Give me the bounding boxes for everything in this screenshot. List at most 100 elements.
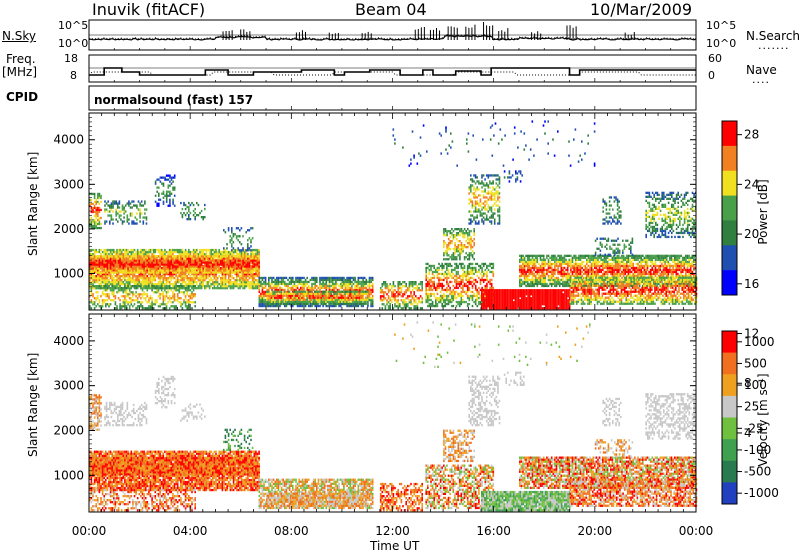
heatmap-cell — [242, 287, 244, 290]
heatmap-cell — [134, 204, 137, 207]
heatmap-cell — [103, 283, 105, 286]
heatmap-cell — [159, 271, 161, 274]
heatmap-cell — [160, 293, 163, 296]
heatmap-cell — [310, 298, 313, 301]
heatmap-cell — [204, 265, 206, 268]
heatmap-cell — [183, 259, 185, 262]
heatmap-cell — [119, 307, 121, 310]
heatmap-cell — [248, 265, 251, 268]
heatmap-cell — [226, 257, 228, 260]
heatmap-cell — [176, 287, 179, 290]
heatmap-cell — [255, 261, 257, 264]
heatmap-cell — [311, 304, 313, 308]
heatmap-cell — [208, 281, 211, 284]
heatmap-cell — [341, 286, 344, 290]
heatmap-cell — [184, 271, 187, 274]
heatmap-cell — [228, 281, 230, 284]
heatmap-cell — [181, 255, 184, 258]
heatmap-cell — [428, 282, 431, 286]
heatmap-cell — [100, 222, 102, 226]
heatmap-cell — [425, 286, 427, 290]
heatmap-cell — [105, 261, 107, 264]
heatmap-cell — [170, 255, 173, 258]
heatmap-cell — [290, 294, 292, 297]
heatmap-cell — [242, 235, 244, 238]
heatmap-cell — [239, 271, 241, 274]
heatmap-cell — [242, 253, 244, 256]
heatmap-cell — [125, 291, 128, 294]
heatmap-cell — [108, 279, 110, 282]
heatmap-cell — [98, 287, 101, 290]
heatmap-cell — [306, 300, 308, 303]
heatmap-cell — [128, 301, 131, 304]
heatmap-cell — [100, 208, 102, 212]
heatmap-cell — [173, 267, 176, 270]
heatmap-cell — [100, 253, 102, 256]
heatmap-cell — [381, 283, 384, 286]
heatmap-cell — [113, 257, 115, 260]
heatmap-cell — [183, 267, 185, 270]
heatmap-cell — [109, 281, 112, 284]
heatmap-cell — [124, 277, 126, 280]
heatmap-cell — [107, 214, 109, 217]
heatmap-cell — [173, 255, 176, 258]
heatmap-cell — [371, 288, 374, 292]
heatmap-cell — [362, 286, 364, 290]
heatmap-cell — [196, 253, 198, 256]
heatmap-cell — [108, 248, 110, 252]
heatmap-cell — [411, 281, 414, 284]
heatmap-cell — [205, 263, 208, 266]
heatmap-cell — [323, 284, 326, 288]
heatmap-cell — [136, 307, 139, 310]
heatmap-cell — [245, 283, 248, 286]
heatmap-cell — [218, 250, 220, 254]
heatmap-cell — [148, 253, 150, 256]
heatmap-cell — [123, 208, 125, 211]
heatmap-cell — [232, 287, 235, 290]
heatmap-cell — [162, 279, 165, 282]
heatmap-cell — [234, 259, 236, 262]
heatmap-cell — [146, 267, 149, 270]
heatmap-cell — [172, 291, 174, 294]
heatmap-cell — [101, 279, 104, 282]
heatmap-cell — [386, 303, 388, 306]
heatmap-cell — [172, 248, 174, 252]
heatmap-cell — [167, 267, 169, 270]
heatmap-cell — [180, 267, 182, 270]
heatmap-cell — [93, 222, 96, 226]
heatmap-cell — [245, 285, 248, 288]
heatmap-cell — [229, 250, 232, 254]
heatmap-cell — [183, 279, 185, 282]
heatmap-cell — [146, 293, 149, 296]
heatmap-cell — [97, 295, 99, 298]
heatmap-cell — [236, 269, 238, 272]
heatmap-cell — [191, 301, 193, 304]
heatmap-cell — [353, 290, 356, 293]
station-title: Inuvik (fitACF) — [92, 0, 206, 19]
heatmap-cell — [264, 290, 267, 294]
heatmap-cell — [250, 269, 252, 272]
heatmap-cell — [347, 280, 350, 284]
heatmap-cell — [212, 273, 214, 276]
heatmap-cell — [292, 284, 294, 288]
heatmap-cell — [392, 307, 395, 310]
heatmap-cell — [152, 291, 155, 294]
heatmap-cell — [120, 269, 123, 272]
heatmap-cell — [427, 294, 429, 298]
heatmap-cell — [180, 273, 182, 276]
heatmap-cell — [92, 253, 94, 256]
heatmap-cell — [335, 298, 337, 302]
heatmap-cell — [210, 263, 212, 266]
heatmap-cell — [173, 283, 176, 286]
heatmap-cell — [101, 301, 104, 304]
heatmap-cell — [93, 226, 96, 230]
heatmap-cell — [339, 284, 342, 288]
heatmap-cell — [189, 259, 192, 262]
heatmap-cell — [162, 291, 165, 294]
heatmap-cell — [261, 288, 264, 292]
heatmap-cell — [152, 265, 155, 268]
heatmap-cell — [359, 290, 361, 294]
heatmap-cell — [93, 200, 96, 204]
heatmap-cell — [93, 301, 96, 304]
heatmap-cell — [136, 293, 139, 296]
